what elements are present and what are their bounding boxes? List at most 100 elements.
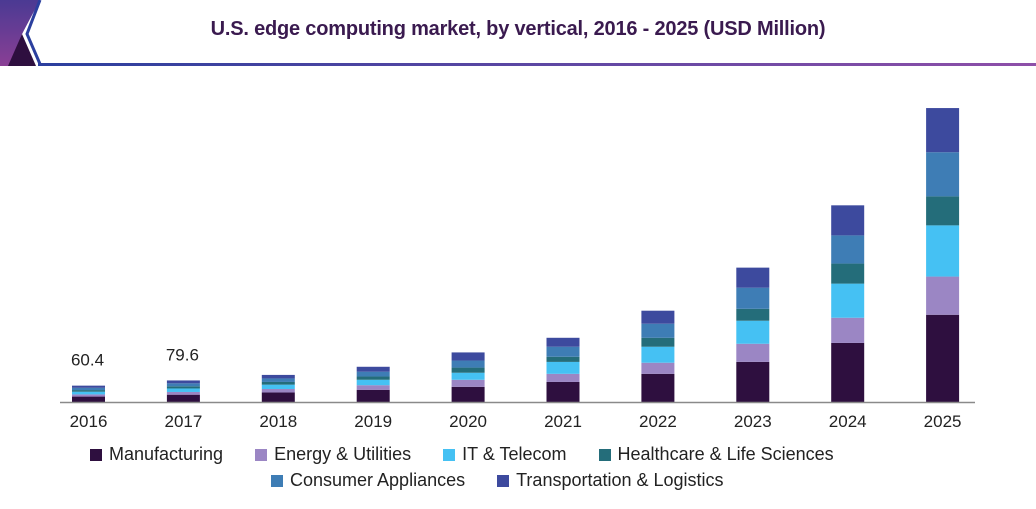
- legend-item-energy-utilities: Energy & Utilities: [255, 444, 411, 465]
- legend-swatch: [443, 448, 456, 461]
- legend-item-consumer-appliances: Consumer Appliances: [271, 470, 465, 491]
- legend-item-manufacturing: Manufacturing: [90, 444, 223, 465]
- x-tick-label: 2019: [354, 412, 392, 431]
- data-labels: 60.4 79.6: [71, 345, 199, 369]
- bar-segment-2023-consumer-appliances: [736, 287, 770, 309]
- bar-segment-2024-it-telecom: [831, 283, 865, 318]
- header-underline: [38, 63, 1036, 66]
- bar-segment-2022-transportation-logistics: [641, 310, 675, 324]
- bar-segment-2017-healthcare-life-sciences: [166, 386, 200, 389]
- header-chevron-line: [25, 0, 42, 65]
- bar-segment-2018-it-telecom: [261, 384, 295, 389]
- bar-segment-2019-transportation-logistics: [356, 366, 390, 372]
- bar-segment-2020-consumer-appliances: [451, 360, 485, 368]
- data-label: 60.4: [71, 351, 104, 370]
- bar-segment-2023-it-telecom: [736, 320, 770, 344]
- bar-segment-2016-healthcare-life-sciences: [72, 390, 105, 392]
- legend-item-it-telecom: IT & Telecom: [443, 444, 567, 465]
- x-tick-label: 2022: [639, 412, 677, 431]
- bar-segment-2021-manufacturing: [546, 381, 580, 402]
- bar-segment-2021-consumer-appliances: [546, 346, 580, 357]
- legend-label: IT & Telecom: [462, 444, 567, 464]
- bar-segment-2024-consumer-appliances: [831, 235, 865, 264]
- bar-segment-2025-consumer-appliances: [926, 152, 960, 197]
- bar-segment-2025-transportation-logistics: [926, 108, 960, 153]
- bar-segment-2024-transportation-logistics: [831, 205, 865, 236]
- x-tick-label: 2024: [829, 412, 867, 431]
- bar-segment-2018-transportation-logistics: [261, 374, 295, 379]
- bar-segment-2023-healthcare-life-sciences: [736, 308, 770, 321]
- x-tick-label: 2020: [449, 412, 487, 431]
- bar-segment-2020-transportation-logistics: [451, 352, 485, 361]
- legend-item-transportation-logistics: Transportation & Logistics: [497, 470, 724, 491]
- bars-group: [72, 108, 960, 402]
- chart-area: 2016 2017 2018 2019 2020 2021 2022 2023 2024 2025…: [60, 108, 975, 431]
- bar-segment-2020-healthcare-life-sciences: [451, 367, 485, 373]
- bar-segment-2019-energy-utilities: [356, 385, 390, 390]
- bar-segment-2017-energy-utilities: [166, 391, 200, 395]
- x-tick-label: 2023: [734, 412, 772, 431]
- bar-segment-2019-it-telecom: [356, 379, 390, 386]
- bar-segment-2016-transportation-logistics: [72, 385, 105, 388]
- bar-segment-2018-healthcare-life-sciences: [261, 381, 295, 385]
- legend-swatch: [271, 474, 283, 487]
- bar-segment-2022-it-telecom: [641, 346, 675, 363]
- bar-segment-2025-healthcare-life-sciences: [926, 196, 960, 226]
- bar-segment-2023-transportation-logistics: [736, 267, 770, 288]
- bar-segment-2024-healthcare-life-sciences: [831, 263, 865, 284]
- legend-swatch: [90, 448, 102, 461]
- x-tick-label: 2025: [924, 412, 962, 431]
- bar-segment-2021-it-telecom: [546, 361, 580, 374]
- bar-segment-2024-energy-utilities: [831, 317, 865, 343]
- legend-row: Manufacturing Energy & Utilities IT & Tele…: [90, 444, 866, 466]
- bar-segment-2017-transportation-logistics: [166, 380, 200, 384]
- bar-segment-2019-manufacturing: [356, 389, 390, 402]
- bar-segment-2022-manufacturing: [641, 373, 675, 402]
- legend-label: Transportation & Logistics: [516, 470, 724, 490]
- legend-row: Consumer Appliances Transportation & Logi…: [271, 470, 756, 492]
- bar-segment-2016-manufacturing: [72, 396, 105, 402]
- bar-segment-2016-energy-utilities: [72, 394, 105, 397]
- bar-segment-2021-transportation-logistics: [546, 337, 580, 347]
- bar-segment-2017-consumer-appliances: [166, 383, 200, 387]
- bar-segment-2020-it-telecom: [451, 372, 485, 380]
- bar-segment-2019-healthcare-life-sciences: [356, 376, 390, 380]
- legend-label: Consumer Appliances: [290, 470, 466, 490]
- bar-segment-2023-energy-utilities: [736, 343, 770, 362]
- legend-swatch: [598, 448, 611, 461]
- x-tick-label: 2021: [544, 412, 582, 431]
- bar-segment-2025-it-telecom: [926, 225, 960, 277]
- bar-segment-2020-manufacturing: [451, 386, 485, 402]
- data-label: 79.6: [166, 345, 199, 364]
- bar-segment-2021-healthcare-life-sciences: [546, 356, 580, 362]
- header-wedge-dark: [8, 34, 36, 66]
- bar-segment-2019-consumer-appliances: [356, 371, 390, 377]
- legend-swatch: [497, 474, 510, 487]
- bar-segment-2025-energy-utilities: [926, 276, 960, 315]
- header-decoration: [0, 0, 1036, 66]
- header-wedge-lower: [0, 0, 38, 66]
- legend-label: Energy & Utilities: [274, 444, 412, 464]
- x-tick-label: 2017: [164, 412, 202, 431]
- bar-segment-2018-consumer-appliances: [261, 378, 295, 382]
- bar-segment-2024-manufacturing: [831, 342, 865, 402]
- bar-segment-2017-manufacturing: [166, 394, 200, 402]
- legend-label: Healthcare & Life Sciences: [617, 444, 834, 464]
- bar-segment-2020-energy-utilities: [451, 379, 485, 387]
- x-axis-ticks: 2016 2017 2018 2019 2020 2021 2022 2023 2024 2025: [70, 412, 962, 431]
- chart-header: U.S. edge computing market, by vertical,…: [0, 0, 1036, 68]
- bar-segment-2022-consumer-appliances: [641, 323, 675, 338]
- bar-segment-2022-healthcare-life-sciences: [641, 337, 675, 347]
- x-tick-label: 2016: [70, 412, 108, 431]
- chart-title: U.S. edge computing market, by vertical,…: [210, 18, 826, 40]
- bar-segment-2023-manufacturing: [736, 361, 770, 402]
- bar-segment-2025-manufacturing: [926, 314, 960, 402]
- bar-segment-2021-energy-utilities: [546, 373, 580, 382]
- legend-swatch: [255, 448, 268, 461]
- bar-segment-2018-manufacturing: [261, 392, 295, 402]
- bar-segment-2016-it-telecom: [72, 391, 105, 395]
- legend-item-healthcare-life-sciences: Healthcare & Life Sciences: [598, 444, 834, 465]
- bar-segment-2022-energy-utilities: [641, 362, 675, 374]
- legend-label: Manufacturing: [109, 444, 224, 464]
- bar-segment-2017-it-telecom: [166, 388, 200, 392]
